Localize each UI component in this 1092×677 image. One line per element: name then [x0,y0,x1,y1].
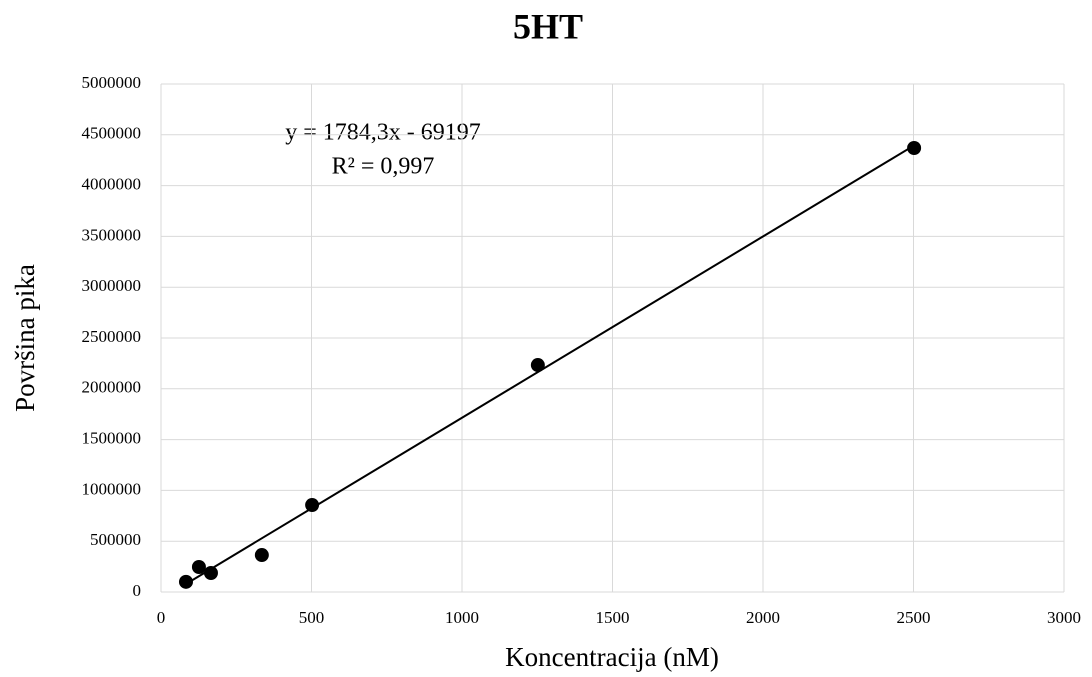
y-tick-label: 4500000 [82,124,142,143]
y-tick-label: 3500000 [82,225,142,244]
y-tick-label: 3000000 [82,276,142,295]
r-squared: R² = 0,997 [332,154,435,180]
data-point [530,358,545,373]
data-point [203,566,218,581]
data-point [178,574,193,589]
data-point [305,498,320,513]
x-tick-label: 2500 [897,608,931,627]
y-tick-label: 1000000 [82,479,142,498]
y-tick-label: 5000000 [82,73,142,92]
trendline-equation: y = 1784,3x - 69197 [285,120,481,146]
y-axis-title: Površina pika [10,264,40,412]
y-tick-label: 500000 [90,530,141,549]
y-tick-label: 1500000 [82,429,142,448]
x-tick-label: 3000 [1047,608,1081,627]
x-tick-label: 0 [157,608,166,627]
chart-title: 5HT [513,6,583,46]
y-tick-label: 4000000 [82,175,142,194]
data-point [907,141,922,156]
x-axis-title: Koncentracija (nM) [505,642,719,672]
y-tick-label: 2500000 [82,327,142,346]
x-tick-label: 500 [299,608,325,627]
x-tick-label: 1000 [445,608,479,627]
y-tick-label: 2000000 [82,378,142,397]
trendline [185,144,915,585]
y-tick-label: 0 [133,581,142,600]
data-point [254,548,269,563]
data-point [191,560,206,575]
x-tick-label: 2000 [746,608,780,627]
x-tick-label: 1500 [596,608,630,627]
